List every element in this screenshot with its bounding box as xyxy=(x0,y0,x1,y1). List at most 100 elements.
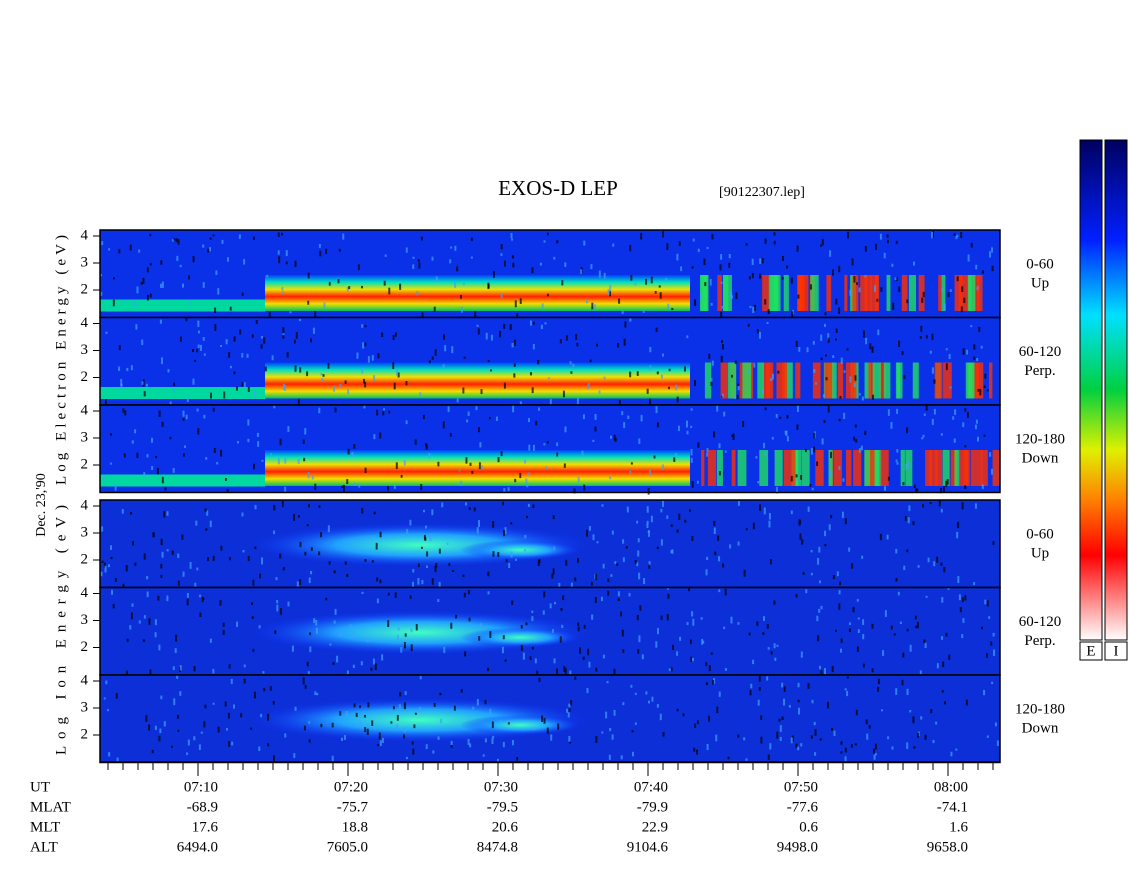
noise xyxy=(624,321,627,328)
ephemeris-value: 07:40 xyxy=(634,779,668,795)
noise xyxy=(868,725,871,729)
noise xyxy=(666,243,669,250)
noise xyxy=(441,502,444,508)
noise xyxy=(396,724,399,730)
noise xyxy=(689,509,692,512)
spectrogram-burst xyxy=(972,362,979,399)
noise xyxy=(276,604,279,612)
noise xyxy=(199,344,202,351)
noise xyxy=(542,610,545,615)
noise xyxy=(931,333,934,340)
noise xyxy=(993,649,996,656)
noise xyxy=(431,578,434,585)
noise xyxy=(243,259,246,265)
noise xyxy=(334,608,337,615)
noise xyxy=(769,559,772,565)
noise xyxy=(820,605,823,610)
noise xyxy=(706,556,709,561)
noise xyxy=(524,459,527,464)
noise xyxy=(325,597,328,601)
noise xyxy=(315,619,318,626)
row-label: MLAT xyxy=(30,799,71,815)
noise xyxy=(966,411,969,418)
noise xyxy=(263,337,266,344)
noise xyxy=(996,740,999,746)
noise xyxy=(890,422,893,429)
noise xyxy=(377,353,380,359)
noise xyxy=(798,519,801,526)
noise xyxy=(136,452,139,459)
spectrogram-burst xyxy=(774,450,783,486)
noise xyxy=(419,392,422,397)
noise xyxy=(820,244,823,247)
noise xyxy=(361,368,364,374)
noise xyxy=(464,651,467,657)
noise xyxy=(484,738,487,743)
spectrogram-low xyxy=(100,299,265,312)
noise xyxy=(601,731,604,734)
noise xyxy=(757,480,760,484)
noise xyxy=(182,453,185,457)
channel-label: 120-180 xyxy=(1015,431,1065,447)
noise xyxy=(396,714,399,721)
noise xyxy=(781,277,784,280)
noise xyxy=(159,319,162,324)
noise xyxy=(449,259,452,264)
noise xyxy=(660,615,663,620)
noise xyxy=(412,256,415,259)
noise xyxy=(213,447,216,454)
noise xyxy=(573,488,576,494)
spectrogram-burst xyxy=(783,450,789,486)
noise xyxy=(824,667,827,675)
noise xyxy=(504,527,507,534)
y-tick-label: 3 xyxy=(81,429,89,445)
noise xyxy=(130,511,133,515)
noise xyxy=(810,550,813,553)
noise xyxy=(412,569,415,573)
noise xyxy=(919,336,922,339)
noise xyxy=(512,405,515,413)
noise xyxy=(734,395,737,399)
noise xyxy=(212,668,215,674)
noise xyxy=(727,756,730,760)
noise xyxy=(955,236,958,240)
noise xyxy=(531,646,534,650)
noise xyxy=(279,438,282,446)
noise xyxy=(751,273,754,279)
noise xyxy=(361,508,364,514)
noise xyxy=(689,639,692,645)
noise xyxy=(964,485,967,490)
ephemeris-value: 07:50 xyxy=(784,779,818,795)
noise xyxy=(976,358,979,362)
noise xyxy=(158,410,161,417)
noise xyxy=(759,258,762,264)
noise xyxy=(501,646,504,654)
noise xyxy=(757,699,760,706)
noise xyxy=(636,615,639,621)
noise xyxy=(691,611,694,617)
ephemeris-value: 8474.8 xyxy=(477,839,518,855)
noise xyxy=(723,411,726,417)
ephemeris-value: -79.9 xyxy=(637,799,668,815)
ephemeris-value: 07:30 xyxy=(484,779,518,795)
noise xyxy=(819,665,822,670)
noise xyxy=(437,736,440,740)
noise xyxy=(505,559,508,563)
spectrogram-burst xyxy=(886,275,891,311)
noise xyxy=(731,434,734,437)
noise xyxy=(176,675,179,679)
noise xyxy=(264,366,267,372)
noise xyxy=(269,686,272,691)
noise xyxy=(549,603,552,609)
noise xyxy=(396,369,399,376)
noise xyxy=(938,500,941,507)
noise xyxy=(460,294,463,299)
noise xyxy=(143,615,146,619)
noise xyxy=(609,284,612,292)
noise xyxy=(214,324,217,331)
noise xyxy=(708,665,711,672)
noise xyxy=(372,658,375,665)
noise xyxy=(564,668,567,675)
file-name: [90122307.lep] xyxy=(719,185,805,200)
noise xyxy=(696,749,699,755)
